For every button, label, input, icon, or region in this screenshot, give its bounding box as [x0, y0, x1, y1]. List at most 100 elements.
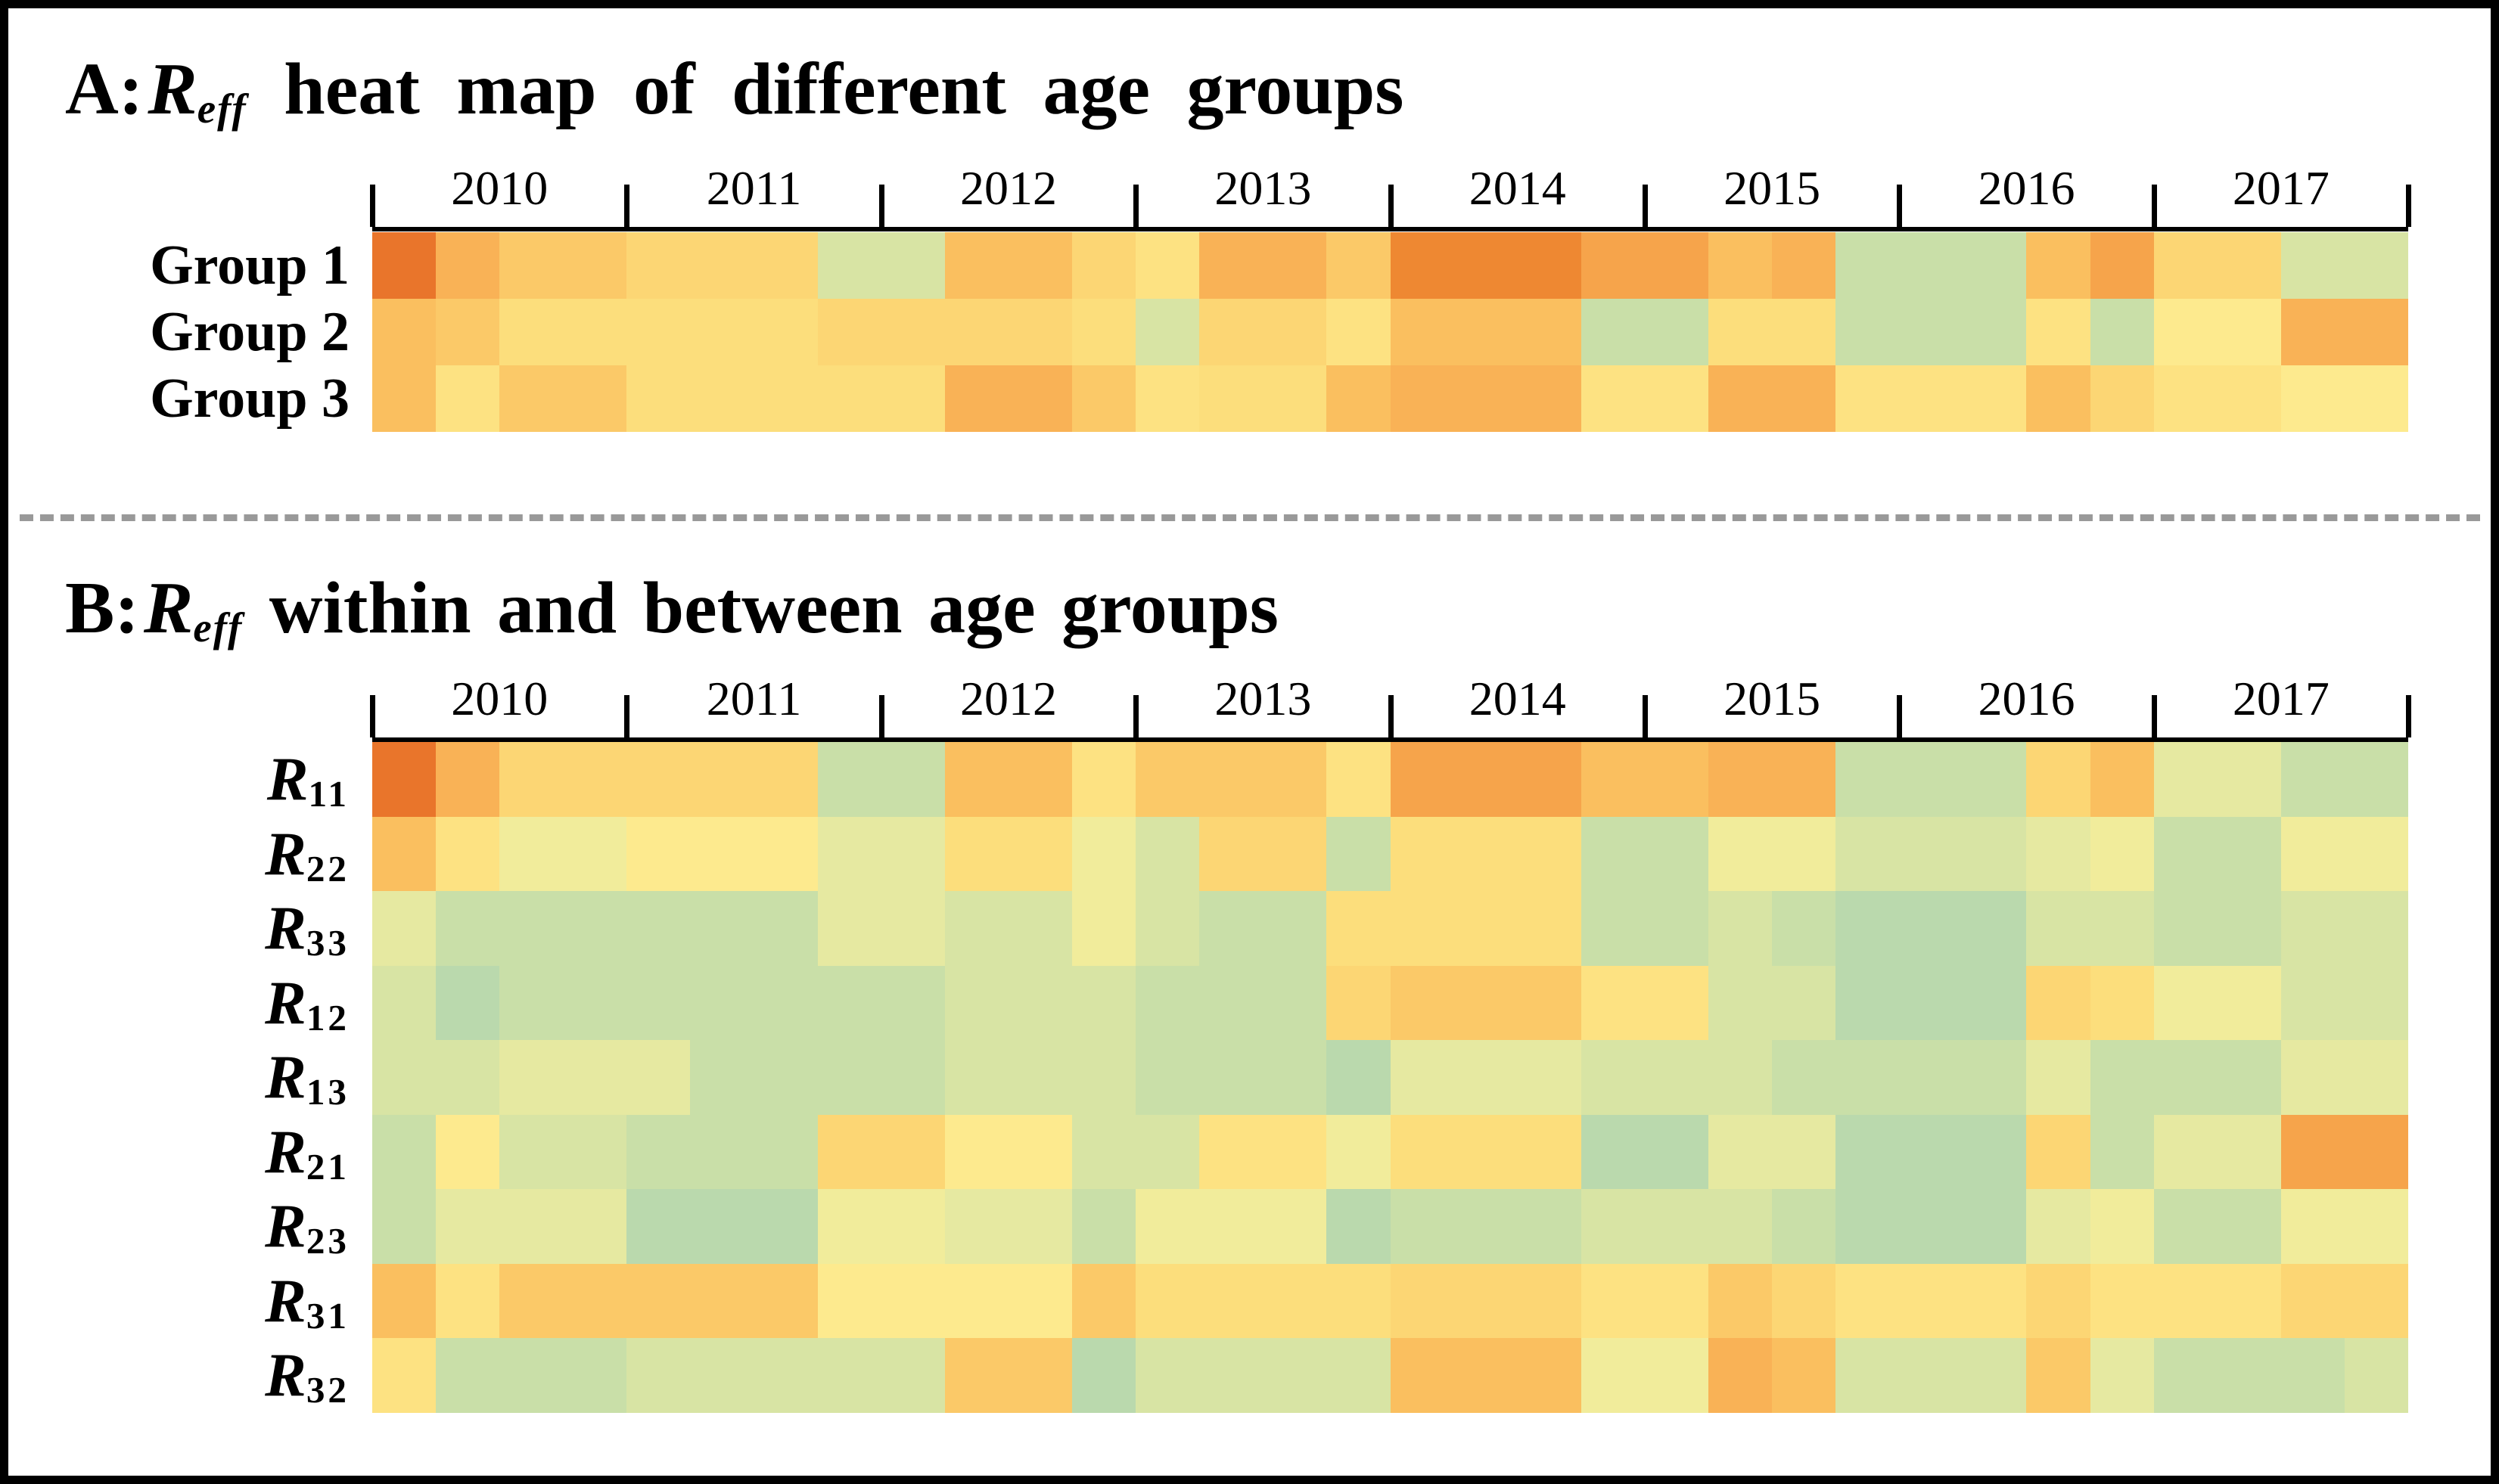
heatmap-row	[372, 299, 2408, 365]
heatmap-cell	[2090, 891, 2154, 966]
heatmap-cell	[817, 232, 881, 299]
heatmap-cell	[1326, 365, 1391, 432]
heatmap-cell	[2153, 1338, 2218, 1413]
heatmap-cell	[372, 1040, 437, 1115]
heatmap-cell	[2344, 742, 2408, 817]
heatmap-cell	[817, 1263, 881, 1338]
heatmap-cell	[817, 742, 881, 817]
heatmap-cell	[2153, 742, 2218, 817]
year-tick	[1642, 185, 1648, 227]
heatmap-cell	[1517, 1263, 1581, 1338]
heatmap-cell	[1644, 1114, 1708, 1189]
heatmap-row	[372, 891, 2408, 966]
heatmap-cell	[1772, 1189, 1836, 1264]
heatmap-cell	[563, 742, 627, 817]
heatmap-cell	[944, 1114, 1009, 1189]
heatmap-cell	[1899, 1040, 1963, 1115]
heatmap-cell	[2217, 365, 2281, 432]
heatmap-cell	[754, 365, 818, 432]
heatmap-cell	[626, 1263, 691, 1338]
heatmap-cell	[563, 232, 627, 299]
x-axis-line	[372, 737, 2408, 742]
heatmap-cell	[1835, 816, 1900, 891]
heatmap-cell	[1581, 299, 1645, 365]
heatmap-cell	[2344, 299, 2408, 365]
heatmap-cell	[1390, 1263, 1454, 1338]
heatmap-cell	[944, 816, 1009, 891]
heatmap-cell	[2344, 1263, 2408, 1338]
heatmap-cell	[1008, 1189, 1073, 1264]
heatmap-cell	[626, 365, 691, 432]
heatmap-cell	[1326, 1263, 1391, 1338]
heatmap-cell	[2026, 742, 2090, 817]
heatmap-cell	[2090, 1189, 2154, 1264]
year-tick	[624, 185, 630, 227]
year-label: 2016	[1978, 161, 2075, 215]
colorbar-legend: 10 1 0	[0, 1044, 242, 1467]
heatmap-cell	[2217, 299, 2281, 365]
heatmap-cell	[1453, 1263, 1518, 1338]
heatmap-cell	[1835, 232, 1900, 299]
heatmap-cell	[1835, 299, 1900, 365]
year-label: 2014	[1469, 161, 1566, 215]
heatmap-cell	[499, 232, 564, 299]
row-label: R11	[266, 744, 350, 815]
heatmap-cell	[2344, 816, 2408, 891]
heatmap-cell	[2026, 1189, 2090, 1264]
heatmap-cell	[372, 1263, 437, 1338]
heatmap-cell	[1390, 1338, 1454, 1413]
row-label: R12	[265, 967, 350, 1038]
heatmap-cell	[372, 965, 437, 1040]
heatmap-cell	[1517, 891, 1581, 966]
heatmap-cell	[372, 299, 437, 365]
heatmap-cell	[1326, 1189, 1391, 1264]
heatmap-cell	[1772, 1040, 1836, 1115]
heatmap-cell	[754, 299, 818, 365]
heatmap-cell	[1072, 365, 1136, 432]
heatmap-cell	[436, 1189, 500, 1264]
heatmap-cell	[372, 232, 437, 299]
heatmap-cell	[1708, 299, 1773, 365]
heatmap-cell	[499, 891, 564, 966]
heatmap-cell	[1963, 891, 2027, 966]
heatmap-cell	[881, 965, 945, 1040]
heatmap-cell	[944, 232, 1009, 299]
heatmap-cell	[1708, 1189, 1773, 1264]
heatmap-cell	[881, 816, 945, 891]
year-tick	[1388, 695, 1394, 737]
heatmap-cell	[1263, 299, 1327, 365]
heatmap-cell	[1963, 1189, 2027, 1264]
heatmap-cell	[1835, 1114, 1900, 1189]
year-tick	[370, 695, 375, 737]
heatmap-cell	[1390, 1114, 1454, 1189]
heatmap-cell	[1899, 1338, 1963, 1413]
heatmap-cell	[626, 232, 691, 299]
heatmap-cell	[817, 965, 881, 1040]
year-label: 2015	[1724, 161, 1821, 215]
heatmap-cell	[1899, 299, 1963, 365]
heatmap-cell	[1008, 1263, 1073, 1338]
heatmap-cell	[1453, 232, 1518, 299]
heatmap-cell	[1644, 742, 1708, 817]
year-label: 2010	[451, 672, 549, 725]
heatmap-cell	[563, 299, 627, 365]
heatmap-cell	[1453, 299, 1518, 365]
heatmap-cell	[1581, 365, 1645, 432]
heatmap-cell	[817, 1114, 881, 1189]
heatmap-cell	[1199, 742, 1263, 817]
heatmap-cell	[2153, 232, 2218, 299]
heatmap-cell	[1517, 816, 1581, 891]
heatmap-cell	[1453, 891, 1518, 966]
heatmap-cell	[1263, 232, 1327, 299]
heatmap-cell	[2217, 891, 2281, 966]
heatmap-cell	[1326, 299, 1391, 365]
heatmap-cell	[1390, 816, 1454, 891]
heatmap-cell	[2280, 299, 2345, 365]
heatmap-cell	[2153, 1114, 2218, 1189]
heatmap-cell	[372, 1338, 437, 1413]
heatmap-cell	[563, 1189, 627, 1264]
panel-b-title-prefix: B:	[65, 567, 139, 649]
heatmap-cell	[1263, 965, 1327, 1040]
heatmap-cell	[1199, 232, 1263, 299]
heatmap-cell	[2280, 1189, 2345, 1264]
